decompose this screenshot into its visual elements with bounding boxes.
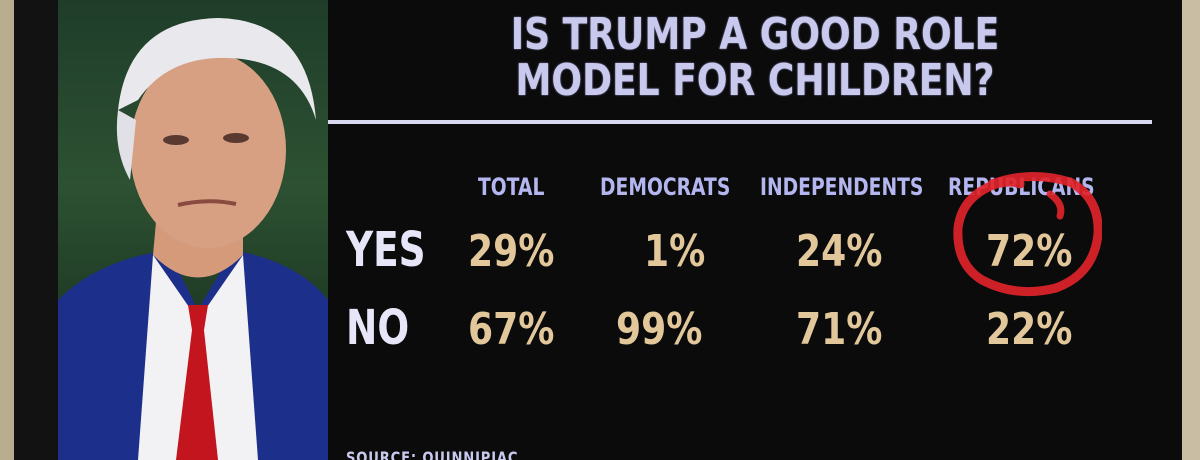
wall-right xyxy=(1178,0,1200,460)
column-header-republicans: REPUBLICANS xyxy=(948,173,1095,201)
row-label-no: NO xyxy=(346,300,410,356)
value-yes-republicans: 72% xyxy=(986,226,1073,277)
column-header-total: TOTAL xyxy=(478,173,545,201)
value-yes-total: 29% xyxy=(468,226,555,277)
value-no-total: 67% xyxy=(468,304,555,355)
tv-bezel: IS TRUMP A GOOD ROLE MODEL FOR CHILDREN?… xyxy=(14,0,1182,460)
tv-screen: IS TRUMP A GOOD ROLE MODEL FOR CHILDREN?… xyxy=(58,0,1182,460)
value-no-republicans: 22% xyxy=(986,304,1073,355)
column-header-democrats: DEMOCRATS xyxy=(600,173,731,201)
portrait-photo xyxy=(58,0,328,460)
poll-graphic: IS TRUMP A GOOD ROLE MODEL FOR CHILDREN?… xyxy=(328,0,1182,460)
title-underline xyxy=(328,120,1152,124)
wall-left xyxy=(0,0,14,460)
row-label-yes: YES xyxy=(346,222,426,278)
value-yes-democrats: 1% xyxy=(644,226,706,277)
value-yes-independents: 24% xyxy=(796,226,883,277)
value-no-independents: 71% xyxy=(796,304,883,355)
source-credit: SOURCE: QUINNIPIAC xyxy=(346,448,519,460)
title-line-1: IS TRUMP A GOOD ROLE xyxy=(510,9,1000,60)
title-line-2: MODEL FOR CHILDREN? xyxy=(515,55,995,106)
column-header-independents: INDEPENDENTS xyxy=(760,173,924,201)
graphic-title: IS TRUMP A GOOD ROLE MODEL FOR CHILDREN? xyxy=(405,12,1105,104)
value-no-democrats: 99% xyxy=(616,304,703,355)
